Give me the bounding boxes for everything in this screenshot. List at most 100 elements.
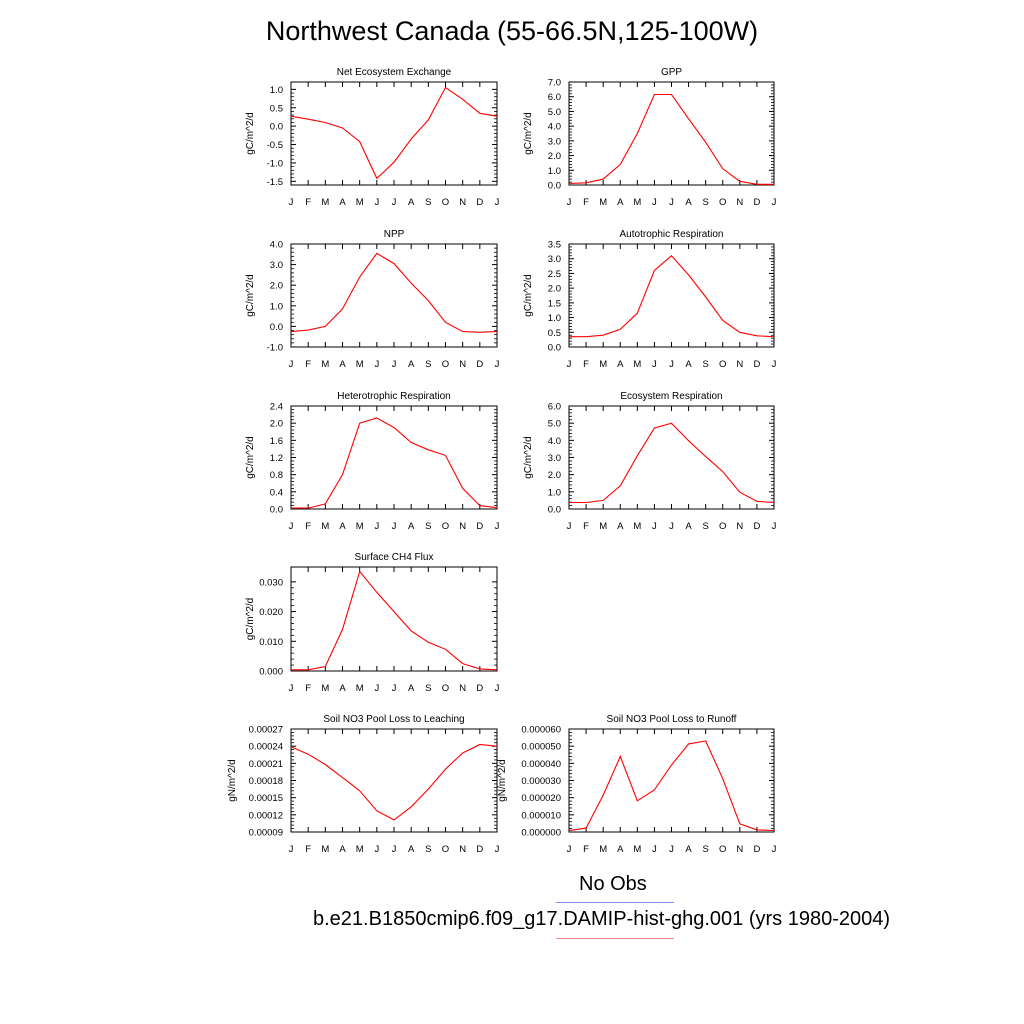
x-tick-label: M (599, 359, 607, 370)
x-tick-label: M (633, 359, 641, 370)
x-tick-label: O (442, 359, 449, 370)
x-tick-label: M (633, 521, 641, 532)
x-tick-label: A (685, 359, 692, 370)
x-tick-label: J (669, 521, 674, 532)
x-tick-label: A (408, 521, 415, 532)
x-tick-label: S (425, 844, 431, 855)
y-tick-label: 1.0 (270, 301, 283, 312)
x-tick-label: J (567, 521, 572, 532)
x-tick-label: M (356, 844, 364, 855)
x-tick-label: A (408, 844, 415, 855)
legend-model-line (556, 938, 674, 939)
y-tick-label: 0.010 (259, 637, 283, 648)
panel-title: GPP (661, 67, 682, 78)
y-tick-label: 0.00018 (249, 776, 283, 787)
panel-title: Soil NO3 Pool Loss to Leaching (323, 714, 464, 725)
panel-title: Soil NO3 Pool Loss to Runoff (607, 714, 737, 725)
series-line (290, 252, 498, 333)
panel-title: Heterotrophic Respiration (337, 391, 450, 402)
x-tick-label: N (736, 359, 743, 370)
x-tick-label: M (599, 521, 607, 532)
y-axis-label: gN/m^2/d (227, 759, 238, 802)
x-tick-label: N (459, 197, 466, 208)
series-line (569, 422, 775, 504)
x-tick-label: J (652, 844, 657, 855)
x-tick-label: S (702, 844, 708, 855)
series-line (290, 86, 498, 180)
y-tick-label: 0.00012 (249, 810, 283, 821)
x-tick-label: J (772, 521, 777, 532)
x-tick-label: J (289, 844, 294, 855)
x-tick-label: J (374, 197, 379, 208)
x-tick-label: J (495, 683, 500, 694)
y-tick-label: 1.0 (548, 487, 561, 498)
plot-frame (568, 81, 775, 186)
x-tick-label: A (339, 844, 346, 855)
x-tick-label: J (652, 359, 657, 370)
x-tick-label: J (652, 197, 657, 208)
x-tick-label: O (719, 844, 726, 855)
x-tick-label: J (495, 197, 500, 208)
y-tick-label: 3.0 (270, 260, 283, 271)
x-tick-label: A (408, 197, 415, 208)
x-tick-label: A (339, 521, 346, 532)
x-tick-label: J (374, 683, 379, 694)
x-tick-label: O (442, 844, 449, 855)
x-tick-label: J (567, 197, 572, 208)
y-tick-label: 6.0 (548, 402, 561, 413)
x-tick-label: S (425, 359, 431, 370)
y-tick-label: 0.000010 (521, 810, 561, 821)
y-tick-label: -1.0 (267, 343, 283, 354)
x-tick-label: O (442, 197, 449, 208)
x-tick-label: J (669, 197, 674, 208)
x-tick-label: M (633, 844, 641, 855)
x-tick-label: M (321, 197, 329, 208)
x-tick-label: M (321, 359, 329, 370)
x-tick-label: S (702, 521, 708, 532)
x-tick-label: J (392, 844, 397, 855)
x-tick-label: J (289, 521, 294, 532)
x-tick-label: F (305, 683, 311, 694)
x-tick-label: J (392, 521, 397, 532)
plot-frame (568, 243, 775, 348)
x-tick-label: D (476, 683, 483, 694)
y-tick-label: 0.5 (270, 103, 283, 114)
y-tick-label: 1.6 (270, 436, 283, 447)
y-tick-label: 2.4 (270, 402, 283, 413)
y-tick-label: 2.0 (270, 419, 283, 430)
x-tick-label: M (356, 197, 364, 208)
y-tick-label: 2.0 (548, 284, 561, 295)
x-tick-label: N (459, 521, 466, 532)
y-tick-label: 0.020 (259, 607, 283, 618)
y-axis-label: gC/m^2/d (523, 274, 534, 317)
x-tick-label: A (339, 197, 346, 208)
x-tick-label: F (583, 359, 589, 370)
x-tick-label: J (289, 683, 294, 694)
y-tick-label: 5.0 (548, 419, 561, 430)
x-tick-label: J (495, 359, 500, 370)
series-line (568, 740, 775, 832)
y-tick-label: -0.5 (267, 140, 283, 151)
plot-frame (568, 728, 775, 833)
y-tick-label: 0.4 (270, 487, 283, 498)
x-tick-label: A (617, 521, 624, 532)
x-tick-label: D (753, 521, 760, 532)
x-tick-label: J (669, 359, 674, 370)
series-line (568, 93, 774, 185)
x-tick-label: A (617, 197, 624, 208)
x-tick-label: M (633, 197, 641, 208)
x-tick-label: O (719, 197, 726, 208)
y-tick-label: 0.0 (548, 343, 561, 354)
x-tick-label: S (702, 359, 708, 370)
x-tick-label: S (425, 521, 431, 532)
y-tick-label: 3.0 (548, 254, 561, 265)
y-axis-label: gN/m^2/d (497, 759, 508, 802)
plot-frame (290, 81, 498, 186)
x-tick-label: J (652, 521, 657, 532)
y-tick-label: 0.000050 (521, 742, 561, 753)
y-tick-label: 0.00009 (249, 828, 283, 839)
